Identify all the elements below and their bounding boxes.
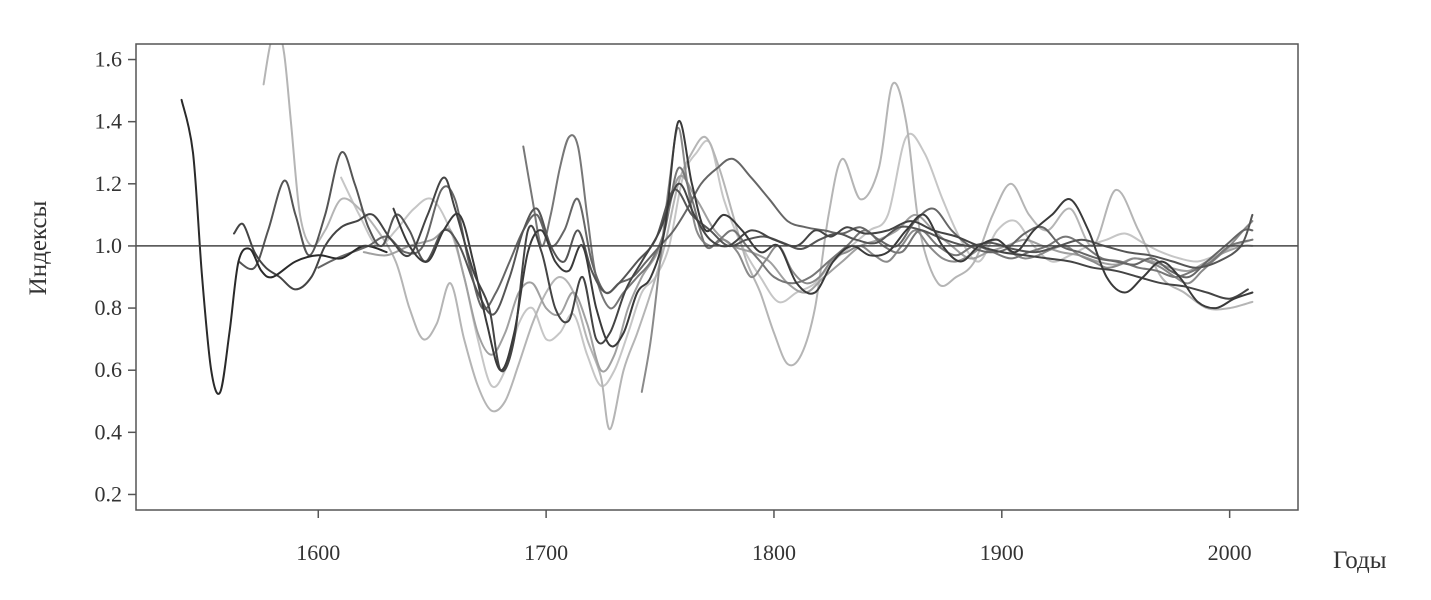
series-line-7	[640, 126, 1254, 393]
y-axis-ticks: 0.2 0.4 0.6 0.8 1.0 1.2 1.4 1.6	[95, 47, 136, 506]
plot-frame	[135, 43, 1299, 511]
x-axis-label: Годы	[1333, 547, 1387, 574]
y-axis-label: Индексы	[25, 200, 52, 295]
y-tick-label: 0.8	[95, 295, 123, 320]
y-tick-label: 0.6	[95, 357, 123, 382]
series-line-4	[317, 157, 1254, 311]
series-line-10	[362, 174, 1254, 373]
series-layer	[180, 44, 1254, 431]
series-line-3	[237, 151, 1254, 316]
x-tick-label: 1800	[752, 540, 796, 565]
x-tick-label: 1600	[296, 540, 340, 565]
series-line-1	[180, 98, 388, 395]
y-tick-label: 0.2	[95, 481, 123, 506]
series-line-8	[262, 44, 1254, 431]
x-tick-label: 1900	[980, 540, 1024, 565]
y-tick-label: 1.6	[95, 47, 123, 72]
x-tick-label: 1700	[524, 540, 568, 565]
y-tick-label: 1.4	[95, 109, 123, 134]
x-tick-label: 2000	[1208, 540, 1252, 565]
y-tick-label: 1.2	[95, 171, 123, 196]
series-line-2	[233, 176, 1249, 373]
series-line-6	[522, 134, 1254, 310]
y-tick-label: 0.4	[95, 419, 123, 444]
x-axis-ticks: 1600 1700 1800 1900 2000	[296, 510, 1252, 565]
y-tick-label: 1.0	[95, 233, 123, 258]
